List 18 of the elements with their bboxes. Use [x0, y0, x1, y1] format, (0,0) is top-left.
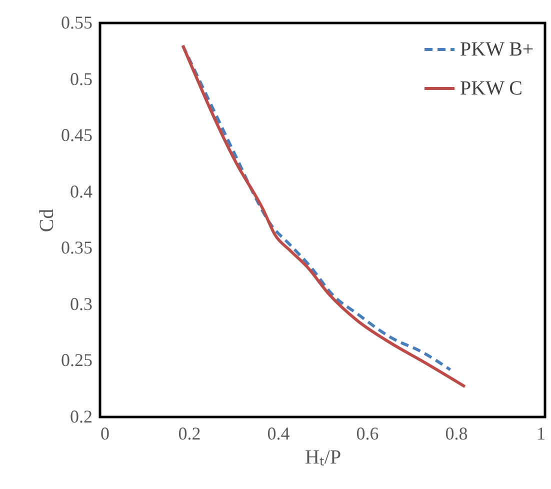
y-tick-label: 0.3 — [70, 294, 92, 314]
y-tick-label: 0.25 — [61, 350, 92, 370]
x-tick-label: 0.6 — [356, 424, 379, 444]
legend-label: PKW C — [460, 78, 522, 100]
x-axis-title: Hₜ/P — [304, 446, 342, 468]
y-tick-label: 0.45 — [61, 125, 92, 146]
legend-label: PKW B+ — [460, 38, 534, 60]
x-tick-label: 0 — [100, 424, 110, 444]
y-tick-label: 0.5 — [70, 68, 92, 89]
y-axis-title: Cd — [36, 208, 58, 232]
x-tick-label: 0.2 — [178, 424, 201, 444]
x-tick-label: 0.4 — [267, 424, 290, 444]
x-tick-label: 0.8 — [445, 424, 468, 444]
y-tick-label: 0.55 — [61, 12, 92, 32]
y-tick-label: 0.2 — [70, 406, 92, 426]
y-tick-label: 0.35 — [61, 238, 92, 258]
x-tick-label: 1 — [536, 424, 546, 444]
y-tick-label: 0.4 — [70, 181, 92, 202]
